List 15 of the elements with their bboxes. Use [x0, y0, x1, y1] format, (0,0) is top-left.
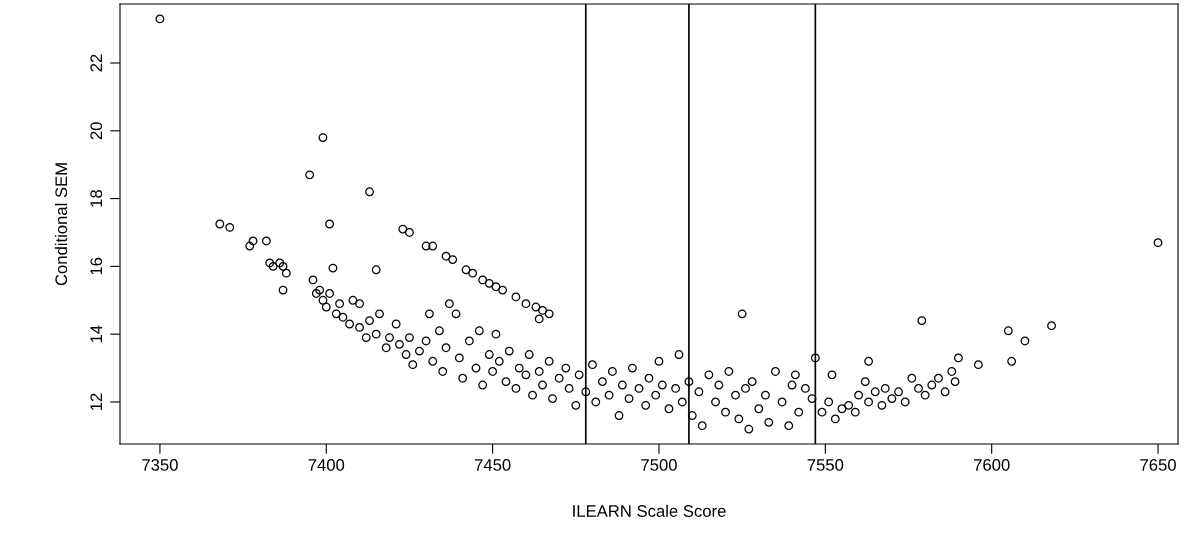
y-axis-title: Conditional SEM	[54, 163, 68, 286]
y-tick-label: 12	[90, 393, 102, 410]
x-axis-title: ILEARN Scale Score	[573, 504, 726, 517]
y-tick-label: 22	[90, 54, 102, 72]
x-tick-label: 7450	[474, 459, 511, 471]
y-tick-label: 14	[90, 325, 102, 343]
y-tick-label: 16	[90, 257, 103, 275]
y-tick-label: 18	[90, 190, 103, 207]
x-tick-label: 7350	[142, 459, 178, 471]
y-tick-label: 20	[90, 122, 103, 140]
x-tick-label: 7550	[807, 459, 844, 471]
x-tick-label: 7650	[1140, 459, 1176, 471]
x-tick-label: 7500	[641, 459, 677, 471]
x-tick-label: 7600	[974, 459, 1010, 471]
x-tick-label: 7400	[308, 459, 345, 471]
